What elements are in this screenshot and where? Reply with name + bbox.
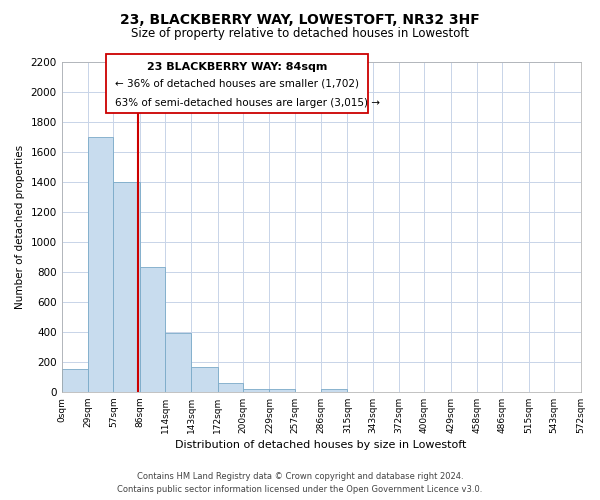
Bar (113, 182, 140, 392)
Bar (140, 268, 165, 392)
Bar (165, 334, 191, 392)
Bar (88, 137, 113, 392)
Bar (269, 389, 295, 392)
Text: 23, BLACKBERRY WAY, LOWESTOFT, NR32 3HF: 23, BLACKBERRY WAY, LOWESTOFT, NR32 3HF (120, 12, 480, 26)
Bar (243, 389, 269, 392)
Text: ← 36% of detached houses are smaller (1,702): ← 36% of detached houses are smaller (1,… (115, 78, 359, 88)
Bar (62, 370, 88, 392)
Bar (218, 383, 243, 392)
Text: 23 BLACKBERRY WAY: 84sqm: 23 BLACKBERRY WAY: 84sqm (146, 62, 327, 72)
Text: Contains HM Land Registry data © Crown copyright and database right 2024.
Contai: Contains HM Land Registry data © Crown c… (118, 472, 482, 494)
FancyBboxPatch shape (106, 54, 368, 113)
Bar (191, 367, 218, 392)
Text: 63% of semi-detached houses are larger (3,015) →: 63% of semi-detached houses are larger (… (115, 98, 380, 108)
Text: Size of property relative to detached houses in Lowestoft: Size of property relative to detached ho… (131, 28, 469, 40)
Bar (321, 389, 347, 392)
X-axis label: Distribution of detached houses by size in Lowestoft: Distribution of detached houses by size … (175, 440, 467, 450)
Y-axis label: Number of detached properties: Number of detached properties (15, 145, 25, 309)
